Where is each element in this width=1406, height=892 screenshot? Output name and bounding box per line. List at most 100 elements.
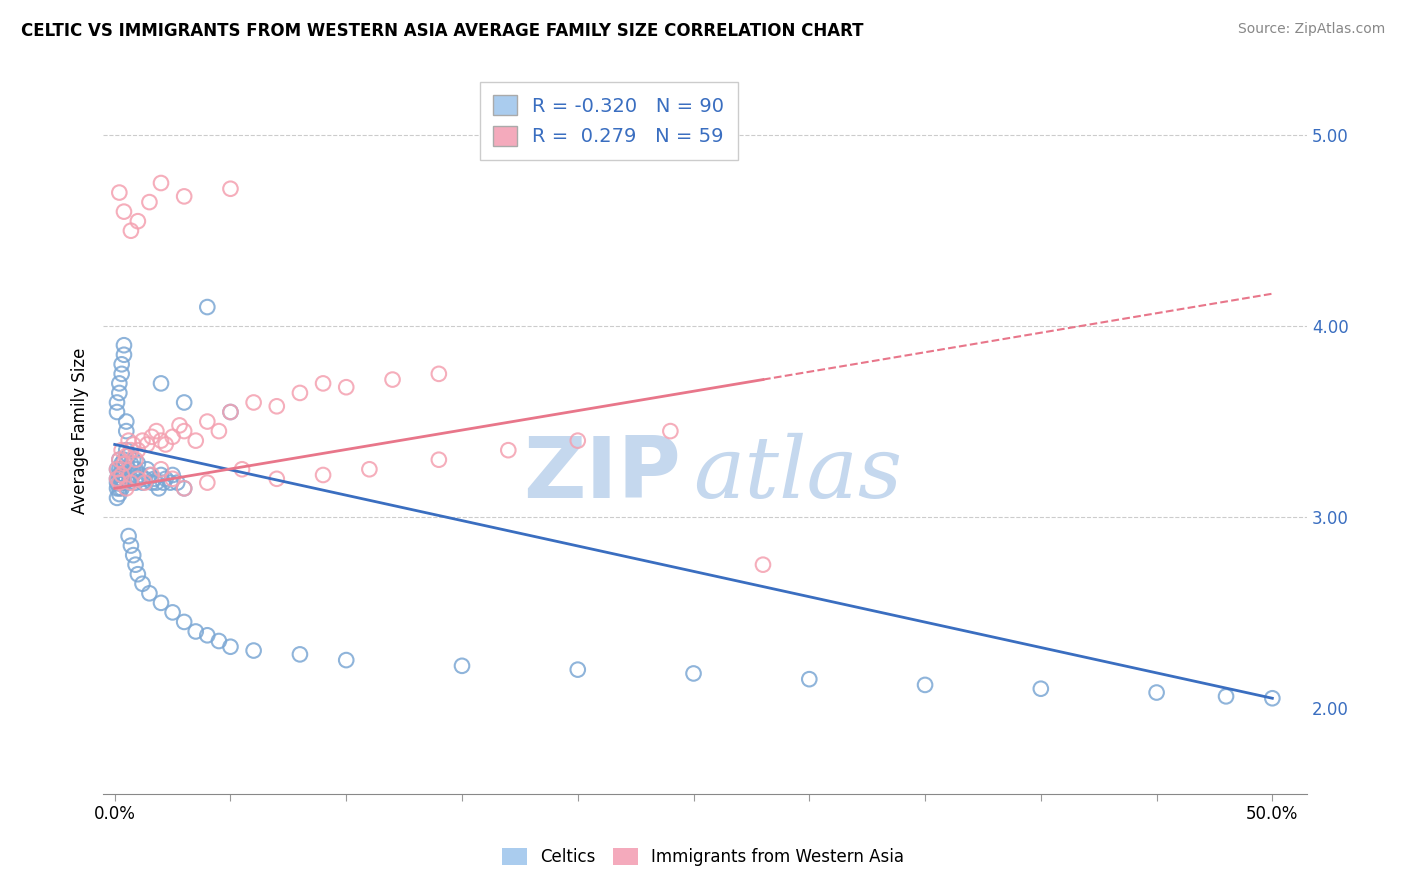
Point [112, 457, 135, 471]
Point [122, 452, 145, 467]
Point [219, 405, 242, 419]
Point [112, 462, 135, 476]
Point [124, 475, 146, 490]
Point [108, 386, 131, 401]
Point [111, 467, 134, 482]
Point [381, 373, 404, 387]
Point [112, 204, 135, 219]
Point [169, 418, 191, 433]
Point [105, 472, 128, 486]
Point [115, 424, 138, 438]
Point [288, 648, 311, 662]
Point [108, 452, 131, 467]
Point [127, 457, 149, 471]
Point [173, 615, 195, 629]
Point [659, 424, 682, 438]
Point [162, 467, 184, 482]
Point [134, 475, 156, 490]
Point [150, 434, 173, 448]
Point [752, 558, 775, 572]
Point [131, 434, 153, 448]
Point [155, 472, 177, 486]
Point [1146, 685, 1168, 699]
Point [219, 405, 242, 419]
Point [117, 462, 139, 476]
Point [1261, 691, 1284, 706]
Point [173, 481, 195, 495]
Point [150, 462, 173, 476]
Point [242, 643, 264, 657]
Point [288, 386, 311, 401]
Point [129, 467, 152, 482]
Point [266, 472, 288, 486]
Point [136, 437, 159, 451]
Point [115, 415, 138, 429]
Point [138, 586, 160, 600]
Point [122, 467, 145, 482]
Point [451, 658, 474, 673]
Point [141, 467, 163, 482]
Point [195, 475, 218, 490]
Point [108, 452, 131, 467]
Point [266, 399, 288, 413]
Point [166, 475, 188, 490]
Point [117, 449, 139, 463]
Point [141, 430, 163, 444]
Point [242, 395, 264, 409]
Text: CELTIC VS IMMIGRANTS FROM WESTERN ASIA AVERAGE FAMILY SIZE CORRELATION CHART: CELTIC VS IMMIGRANTS FROM WESTERN ASIA A… [21, 22, 863, 40]
Point [115, 457, 138, 471]
Point [111, 357, 134, 371]
Point [1215, 690, 1237, 704]
Point [131, 475, 153, 490]
Point [111, 443, 134, 458]
Point [127, 472, 149, 486]
Point [184, 434, 207, 448]
Point [120, 457, 142, 471]
Point [105, 491, 128, 505]
Point [134, 472, 156, 486]
Point [359, 462, 381, 476]
Point [112, 452, 135, 467]
Point [112, 467, 135, 482]
Point [173, 189, 195, 203]
Point [138, 195, 160, 210]
Point [184, 624, 207, 639]
Point [138, 467, 160, 482]
Point [195, 415, 218, 429]
Point [162, 430, 184, 444]
Point [117, 434, 139, 448]
Text: Source: ZipAtlas.com: Source: ZipAtlas.com [1237, 22, 1385, 37]
Point [120, 443, 142, 458]
Point [145, 475, 167, 490]
Point [208, 634, 231, 648]
Point [127, 567, 149, 582]
Point [127, 472, 149, 486]
Point [136, 462, 159, 476]
Point [117, 529, 139, 543]
Point [105, 462, 128, 476]
Point [127, 443, 149, 458]
Point [105, 405, 128, 419]
Point [108, 462, 131, 476]
Point [312, 376, 335, 391]
Point [108, 376, 131, 391]
Point [567, 663, 589, 677]
Point [427, 452, 450, 467]
Point [108, 186, 131, 200]
Point [105, 395, 128, 409]
Point [108, 467, 131, 482]
Point [124, 558, 146, 572]
Point [105, 475, 128, 490]
Point [112, 338, 135, 352]
Point [115, 443, 138, 458]
Point [150, 376, 173, 391]
Point [173, 424, 195, 438]
Point [105, 472, 128, 486]
Point [120, 224, 142, 238]
Point [120, 475, 142, 490]
Point [117, 475, 139, 490]
Point [111, 475, 134, 490]
Point [145, 424, 167, 438]
Point [120, 539, 142, 553]
Point [799, 672, 821, 686]
